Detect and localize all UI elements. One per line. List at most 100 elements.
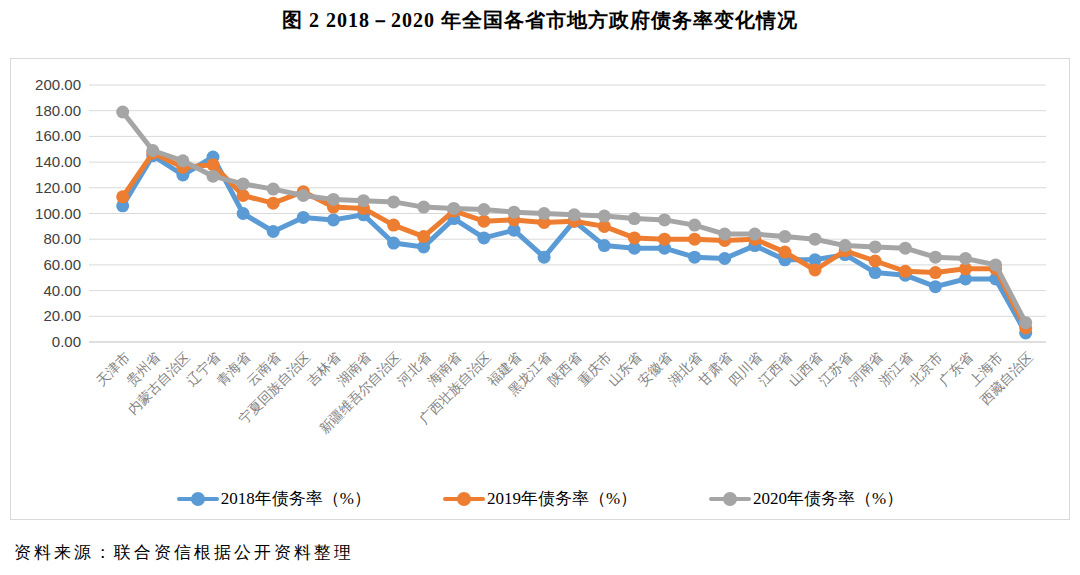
y-axis-tick-label: 120.00 <box>35 179 81 196</box>
data-point <box>959 252 972 265</box>
data-point <box>237 177 250 190</box>
legend-label: 2020年债务率（%） <box>753 487 903 510</box>
data-point <box>417 230 430 243</box>
data-point <box>869 240 882 253</box>
data-point <box>598 239 611 252</box>
data-point <box>508 206 521 219</box>
y-axis-tick-label: 20.00 <box>43 307 81 324</box>
data-point <box>809 233 822 246</box>
data-point <box>387 237 400 250</box>
data-point <box>568 208 581 221</box>
x-axis-tick-label: 四川省 <box>726 350 765 389</box>
x-axis-tick-label: 北京市 <box>906 350 946 390</box>
data-point <box>297 189 310 202</box>
series-line-1 <box>123 153 1026 328</box>
y-axis-tick-label: 180.00 <box>35 102 81 119</box>
data-point <box>899 242 912 255</box>
data-point <box>778 230 791 243</box>
data-point <box>688 233 701 246</box>
data-point <box>929 266 942 279</box>
data-point <box>869 266 882 279</box>
legend-line-marker-icon <box>177 492 219 506</box>
legend-item-1: 2019年债务率（%） <box>443 487 637 510</box>
debt-ratio-line-chart: 0.00 20.00 40.00 60.00 80.00 100.00 120.00 140.… <box>11 59 1067 517</box>
x-axis-tick-label: 辽宁省 <box>184 350 223 389</box>
data-point <box>598 210 611 223</box>
legend-line-marker-icon <box>443 492 485 506</box>
data-point <box>718 228 731 241</box>
data-point <box>778 246 791 259</box>
data-point <box>297 211 310 224</box>
x-axis-tick-label: 吉林省 <box>304 350 343 389</box>
data-point <box>628 231 641 244</box>
data-point <box>116 190 129 203</box>
x-axis-tick-label: 青海省 <box>214 350 253 389</box>
data-point <box>207 158 220 171</box>
data-point <box>929 280 942 293</box>
data-point <box>538 251 551 264</box>
data-point <box>237 207 250 220</box>
x-axis-tick-label: 山西省 <box>786 350 825 389</box>
data-point <box>327 193 340 206</box>
data-point <box>748 228 761 241</box>
x-axis-tick-label: 河北省 <box>395 350 434 389</box>
y-axis-tick-label: 0.00 <box>52 333 81 350</box>
legend-label: 2019年债务率（%） <box>487 487 637 510</box>
x-axis-tick-label: 甘肃省 <box>696 350 735 389</box>
data-point <box>417 201 430 214</box>
x-axis-tick-label: 陕西省 <box>545 350 584 389</box>
data-point <box>447 202 460 215</box>
x-axis-tick-label: 天津市 <box>94 350 133 389</box>
series-line-0 <box>123 156 1026 333</box>
x-axis-tick-label: 山东省 <box>605 350 644 389</box>
data-point <box>267 225 280 238</box>
data-point <box>116 106 129 119</box>
data-point <box>989 258 1002 271</box>
data-point <box>688 219 701 232</box>
x-axis-tick-label: 重庆市 <box>575 350 614 389</box>
data-point <box>839 239 852 252</box>
y-axis-tick-label: 140.00 <box>35 153 81 170</box>
data-point <box>477 231 490 244</box>
data-point <box>267 183 280 196</box>
data-point <box>387 219 400 232</box>
data-point <box>207 170 220 183</box>
y-axis-tick-label: 200.00 <box>35 76 81 93</box>
y-axis-tick-label: 100.00 <box>35 205 81 222</box>
data-point <box>718 252 731 265</box>
y-axis-tick-label: 80.00 <box>43 230 81 247</box>
data-point <box>809 264 822 277</box>
data-point <box>176 154 189 167</box>
y-axis-tick-label: 60.00 <box>43 256 81 273</box>
data-point <box>267 197 280 210</box>
data-point <box>658 233 671 246</box>
data-point <box>869 255 882 268</box>
data-point <box>477 203 490 216</box>
source-note: 资料来源：联合资信根据公开资料整理 <box>14 541 354 564</box>
x-axis-tick-label: 广东省 <box>936 350 975 389</box>
chart-area: 0.00 20.00 40.00 60.00 80.00 100.00 120.00 140.… <box>10 58 1070 520</box>
data-point <box>929 251 942 264</box>
data-point <box>237 189 250 202</box>
data-point <box>899 265 912 278</box>
x-axis-tick-label: 江西省 <box>756 350 795 389</box>
x-axis-tick-label: 河南省 <box>846 350 885 389</box>
data-point <box>658 213 671 226</box>
chart-legend: 2018年债务率（%） 2019年债务率（%） 2020年债务率（%） <box>11 487 1069 510</box>
y-axis-tick-label: 40.00 <box>43 282 81 299</box>
data-point <box>327 213 340 226</box>
x-axis-tick-label: 湖北省 <box>665 350 704 389</box>
data-point <box>628 212 641 225</box>
x-axis-tick-label: 安徽省 <box>635 350 674 389</box>
legend-item-0: 2018年债务率（%） <box>177 487 371 510</box>
data-point <box>387 195 400 208</box>
data-point <box>688 251 701 264</box>
chart-title: 图 2 2018－2020 年全国各省市地方政府债务率变化情况 <box>0 7 1080 34</box>
data-point <box>357 194 370 207</box>
x-axis-tick-label: 江苏省 <box>816 350 855 389</box>
legend-label: 2018年债务率（%） <box>221 487 371 510</box>
x-axis-tick-label: 浙江省 <box>875 350 915 390</box>
data-point <box>1019 316 1032 329</box>
data-point <box>538 207 551 220</box>
data-point <box>477 215 490 228</box>
